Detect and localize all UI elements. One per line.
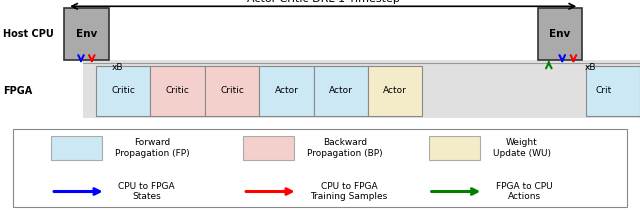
Text: Actor-Critic DRL 1 Timestep: Actor-Critic DRL 1 Timestep: [247, 0, 399, 4]
FancyBboxPatch shape: [13, 129, 627, 207]
Text: Forward
Propagation (FP): Forward Propagation (FP): [115, 138, 190, 158]
Text: FPGA: FPGA: [3, 86, 33, 96]
Bar: [259, 66, 314, 116]
Bar: [205, 66, 259, 116]
Bar: [150, 66, 205, 116]
Bar: [368, 66, 422, 116]
Text: xB: xB: [585, 63, 596, 72]
Text: Actor: Actor: [383, 86, 407, 95]
FancyBboxPatch shape: [538, 8, 582, 60]
FancyBboxPatch shape: [243, 136, 294, 160]
Bar: [586, 66, 640, 116]
FancyBboxPatch shape: [51, 136, 102, 160]
Text: Env: Env: [76, 29, 97, 39]
Text: Weight
Update (WU): Weight Update (WU): [493, 138, 551, 158]
Text: Critic: Critic: [111, 86, 135, 95]
Bar: [314, 66, 368, 116]
Text: FPGA to CPU
Actions: FPGA to CPU Actions: [496, 182, 552, 201]
Text: Critic: Critic: [220, 86, 244, 95]
Text: Crit: Crit: [595, 86, 611, 95]
Text: Backward
Propagation (BP): Backward Propagation (BP): [307, 138, 383, 158]
Text: Actor: Actor: [329, 86, 353, 95]
Text: xB: xB: [111, 63, 123, 72]
Bar: [96, 66, 150, 116]
Text: CPU to FPGA
States: CPU to FPGA States: [118, 182, 175, 201]
Text: Actor: Actor: [275, 86, 298, 95]
FancyBboxPatch shape: [64, 8, 109, 60]
Bar: [83, 60, 640, 118]
Text: Host CPU: Host CPU: [3, 29, 54, 39]
Text: CPU to FPGA
Training Samples: CPU to FPGA Training Samples: [310, 182, 388, 201]
Text: Critic: Critic: [166, 86, 189, 95]
FancyBboxPatch shape: [429, 136, 480, 160]
Text: Env: Env: [549, 29, 571, 39]
